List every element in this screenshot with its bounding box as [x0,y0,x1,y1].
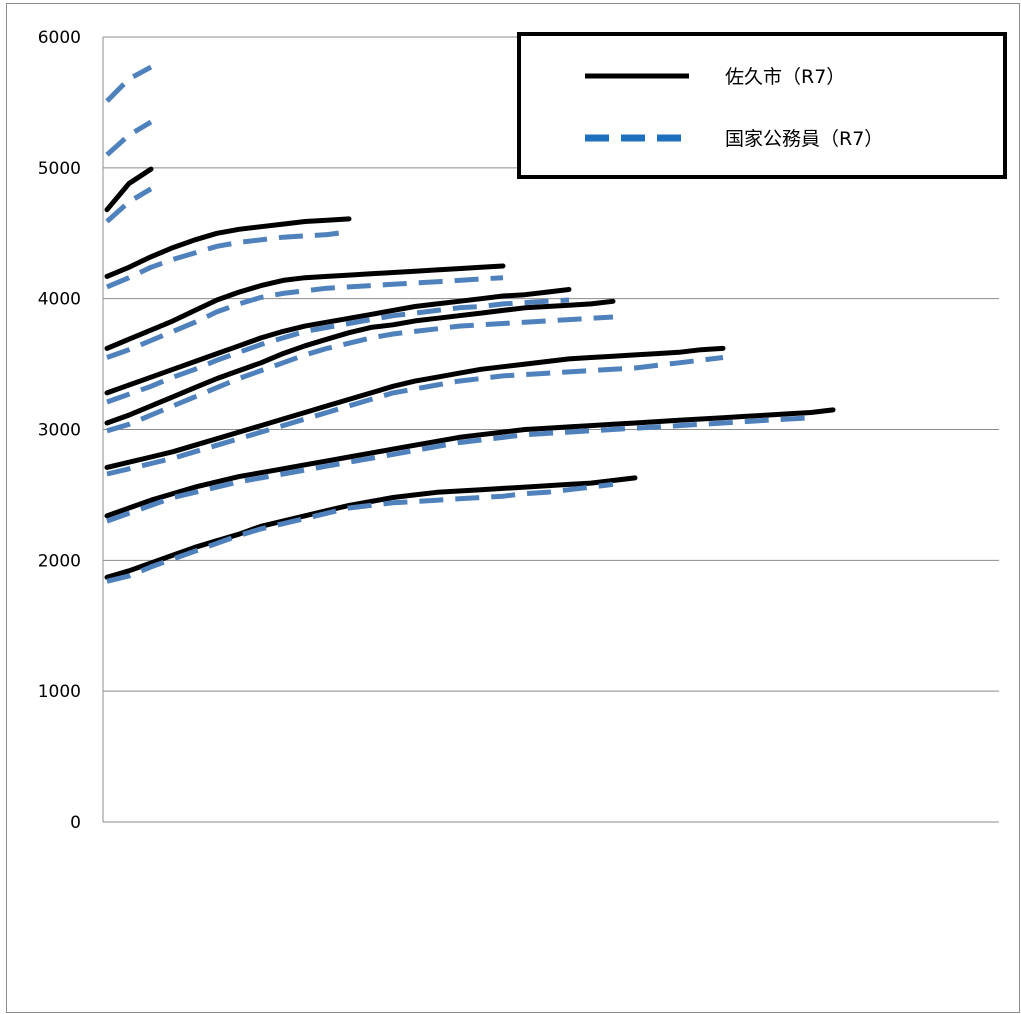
legend-box [517,32,1007,179]
series-line-kokka-17 [105,64,153,103]
series-line-kokka-15 [105,186,153,224]
legend: 佐久市（R7） 国家公務員（R7） [517,32,1007,179]
y-tick-label-2000: 2000 [38,551,81,571]
series-line-kokka-7 [106,314,614,434]
y-tick-label-6000: 6000 [38,28,81,48]
series-line-saku-10 [104,263,506,351]
series-line-saku-0 [104,475,638,580]
y-tick-label-5000: 5000 [38,159,81,179]
series-line-kokka-9 [106,297,570,405]
y-axis: 0 1000 2000 3000 4000 5000 6000 [38,28,104,833]
y-tick-label-4000: 4000 [38,290,81,310]
series-line-kokka-1 [106,481,614,584]
legend-label-saku: 佐久市（R7） [725,66,845,88]
line-chart: 0 1000 2000 3000 4000 5000 6000 佐久市（R7） 国家公務員（… [38,28,1007,833]
series-line-saku-14 [104,166,154,213]
series-line-kokka-16 [105,119,153,157]
y-tick-label-3000: 3000 [38,421,81,441]
series-line-kokka-3 [106,415,812,524]
series-line-saku-4 [104,345,726,470]
series-line-kokka-5 [106,355,724,477]
y-tick-label-1000: 1000 [38,682,81,702]
series-line-saku-2 [104,407,836,519]
series-line-kokka-13 [106,229,350,290]
chart-frame: 0 1000 2000 3000 4000 5000 6000 佐久市（R7） 国家公務員（… [6,3,1020,1013]
series-line-saku-12 [104,216,352,279]
legend-label-kokka: 国家公務員（R7） [725,128,883,150]
series-line-kokka-11 [106,275,504,360]
series-line-saku-8 [104,287,572,396]
series-lines [104,64,836,584]
y-tick-label-0: 0 [70,813,81,833]
series-line-saku-6 [104,298,616,426]
